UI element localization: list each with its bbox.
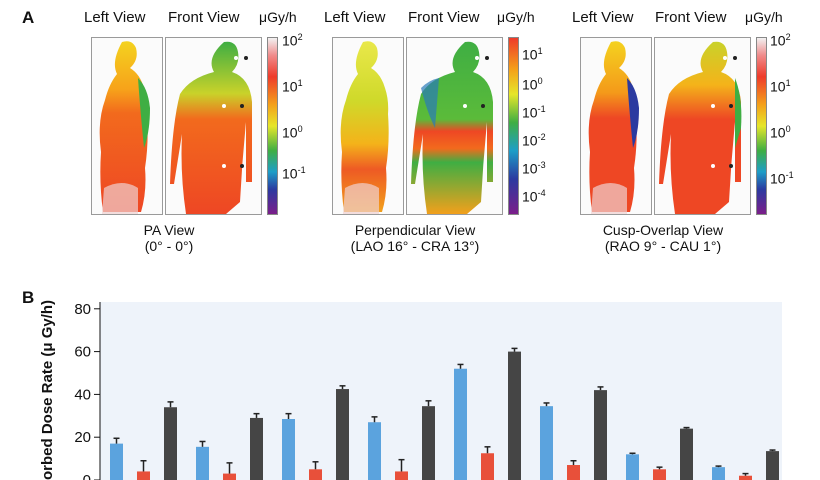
- colorbar-tick: 10-2: [522, 132, 546, 149]
- bar-series-2-group-8: [739, 475, 752, 480]
- phantom-front-view: [406, 37, 503, 215]
- bar-series-3-group-2: [250, 417, 263, 480]
- bar-series-3-group-3: [336, 389, 349, 480]
- colorbar-tick: 10-1: [522, 104, 546, 121]
- y-tick-label: 0: [83, 472, 91, 480]
- colorbar-tick: 10-4: [522, 188, 546, 205]
- bar-series-2-group-5: [481, 453, 494, 480]
- phantom-front-view-map: [411, 41, 493, 214]
- colorbar-tick: 101: [282, 78, 303, 95]
- phantom-front-view-map: [659, 41, 742, 214]
- bar-series-1-group-8: [712, 467, 725, 480]
- colorbar-tick: 100: [282, 124, 303, 141]
- colorbar-tick: 10-1: [770, 170, 794, 187]
- dose-rate-bar-chart: orbed Dose Rate (μ Gy/h) 0 20 40 60 80: [39, 300, 782, 480]
- view-caption: Cusp-Overlap View (RAO 9° - CAU 1°): [602, 222, 724, 254]
- left-view-label: Left View: [324, 9, 386, 26]
- bar-series-3-group-4: [422, 406, 435, 480]
- phantom-front-view: [654, 37, 751, 215]
- phantom-left-view-map: [340, 41, 389, 214]
- phantom-left-view-map: [99, 41, 150, 214]
- colorbar-tick: 10-3: [522, 160, 546, 177]
- colorbar-tick: 10-1: [282, 165, 306, 182]
- phantom-left-view-map: [588, 41, 639, 214]
- phantom-left-view: [91, 37, 163, 215]
- bar-series-2-group-3: [309, 469, 322, 480]
- bar-series-3-group-8: [766, 451, 779, 480]
- phantom-left-view: [332, 37, 404, 215]
- plot-area: [100, 302, 782, 480]
- colorbar-tick: 102: [770, 32, 791, 49]
- bar-series-1-group-6: [540, 406, 553, 480]
- y-tick-label: 40: [74, 386, 91, 403]
- bar-series-1-group-2: [196, 446, 209, 480]
- colorbar-tick: 101: [522, 46, 543, 63]
- phantom-front-view: [165, 37, 262, 215]
- bar-series-3-group-7: [680, 428, 693, 480]
- left-view-label: Left View: [84, 9, 146, 26]
- front-view-label: Front View: [168, 9, 240, 26]
- bar-series-1-group-4: [368, 422, 381, 480]
- bar-series-3-group-1: [164, 407, 177, 480]
- front-view-label: Front View: [655, 9, 727, 26]
- y-tick-label: 80: [74, 301, 91, 318]
- y-tick-label: 20: [74, 429, 91, 446]
- phantom-front-view-map: [170, 41, 252, 214]
- colorbar: [756, 37, 767, 215]
- colorbar-tick: 100: [770, 124, 791, 141]
- bar-series-3-group-5: [508, 351, 521, 480]
- colorbar-unit-label: μGy/h: [745, 9, 783, 25]
- bar-series-1-group-1: [110, 443, 123, 480]
- left-view-label: Left View: [572, 9, 634, 26]
- front-view-label: Front View: [408, 9, 480, 26]
- colorbar-unit-label: μGy/h: [259, 9, 297, 25]
- colorbar: [508, 37, 519, 215]
- bar-series-2-group-1: [137, 471, 150, 480]
- y-axis-label: orbed Dose Rate (μ Gy/h): [39, 300, 56, 480]
- bar-series-1-group-3: [282, 419, 295, 480]
- bar-series-1-group-5: [454, 368, 467, 480]
- colorbar-tick: 101: [770, 78, 791, 95]
- colorbar: [267, 37, 278, 215]
- bar-series-2-group-6: [567, 465, 580, 480]
- panel-a-letter: A: [22, 8, 35, 27]
- colorbar-tick: 100: [522, 76, 543, 93]
- bar-series-2-group-2: [223, 473, 236, 480]
- bar-series-2-group-4: [395, 471, 408, 480]
- phantom-left-view: [580, 37, 652, 215]
- colorbar-unit-label: μGy/h: [497, 9, 535, 25]
- bar-series-1-group-7: [626, 454, 639, 480]
- y-tick-label: 60: [74, 344, 91, 361]
- bar-series-2-group-7: [653, 469, 666, 480]
- view-caption: PA View (0° - 0°): [143, 222, 195, 254]
- panel-b-letter: B: [22, 288, 35, 307]
- bar-series-3-group-6: [594, 390, 607, 480]
- view-caption: Perpendicular View (LAO 16° - CRA 13°): [350, 222, 480, 254]
- colorbar-tick: 102: [282, 32, 303, 49]
